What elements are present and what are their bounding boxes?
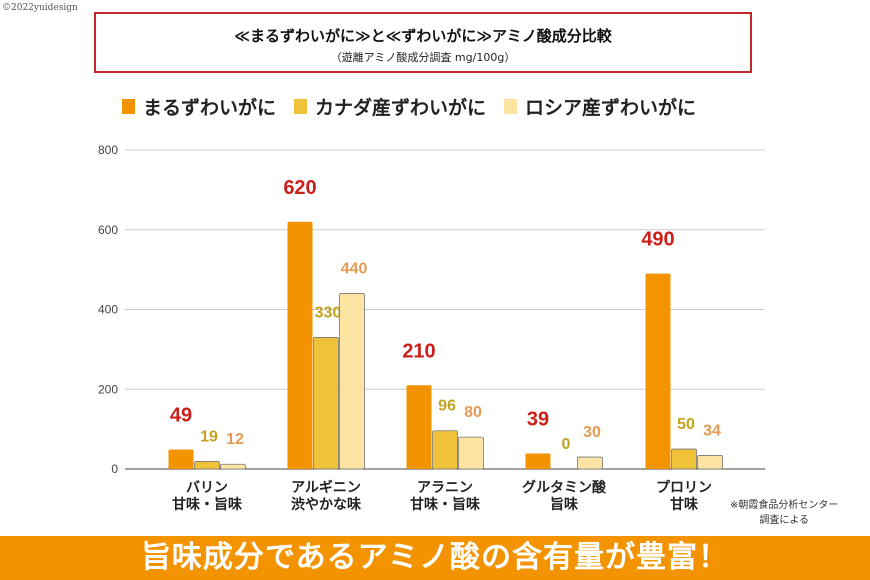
bar bbox=[194, 461, 220, 470]
bar bbox=[339, 293, 365, 470]
bar bbox=[432, 430, 458, 470]
bar bbox=[645, 273, 671, 469]
data-label: 490 bbox=[641, 229, 674, 251]
bar bbox=[168, 449, 194, 469]
data-label: 34 bbox=[703, 422, 721, 439]
x-tick-label: グルタミン酸 bbox=[522, 479, 607, 496]
data-label: 12 bbox=[226, 431, 244, 448]
note-line: ※朝霞食品分析センター bbox=[730, 500, 839, 511]
bar bbox=[313, 337, 339, 470]
y-tick-label: 600 bbox=[98, 223, 118, 237]
data-label: 50 bbox=[677, 416, 695, 433]
bar bbox=[406, 385, 432, 469]
x-tick-label: バリン bbox=[186, 480, 228, 496]
x-tick-label: プロリン bbox=[656, 480, 712, 496]
chart-title: ≪まるずわいがに≫と≪ずわいがに≫アミノ酸成分比較 bbox=[234, 27, 612, 45]
y-tick-label: 400 bbox=[98, 303, 118, 317]
source-note: ※朝霞食品分析センター 調査による bbox=[730, 498, 838, 528]
legend-swatch bbox=[294, 99, 308, 114]
legend-item: カナダ産ずわいがに bbox=[294, 93, 486, 120]
legend: まるずわいがに カナダ産ずわいがに ロシア産ずわいがに bbox=[122, 93, 696, 120]
data-label: 0 bbox=[562, 436, 571, 453]
data-label: 330 bbox=[315, 304, 342, 321]
x-tick-label: 甘味・旨味 bbox=[172, 496, 242, 513]
x-tick-label: 甘味 bbox=[670, 496, 698, 513]
legend-swatch bbox=[504, 99, 518, 114]
x-tick-label: 渋やかな味 bbox=[291, 496, 361, 513]
bar bbox=[577, 456, 603, 470]
x-tick-label: アルギニン bbox=[291, 479, 361, 496]
y-tick-label: 800 bbox=[98, 143, 118, 157]
data-label: 620 bbox=[283, 177, 316, 199]
legend-label: カナダ産ずわいがに bbox=[315, 97, 487, 119]
bar bbox=[525, 453, 551, 469]
x-tick-label: 甘味・旨味 bbox=[410, 496, 480, 513]
legend-item: ロシア産ずわいがに bbox=[504, 93, 696, 120]
legend-swatch bbox=[122, 99, 135, 114]
y-tick-label: 200 bbox=[98, 382, 118, 396]
y-tick-label: 0 bbox=[111, 462, 118, 476]
data-label: 96 bbox=[438, 398, 456, 415]
banner: 旨味成分であるアミノ酸の含有量が豊富！ bbox=[0, 536, 870, 580]
x-tick-label: アラニン bbox=[417, 480, 473, 496]
x-tick-label: 旨味 bbox=[550, 497, 578, 513]
data-label: 210 bbox=[402, 340, 435, 362]
data-label: 440 bbox=[341, 261, 368, 278]
bar bbox=[697, 455, 723, 470]
bar bbox=[220, 463, 246, 470]
bar bbox=[287, 221, 313, 469]
data-label: 49 bbox=[170, 404, 192, 426]
data-label: 39 bbox=[527, 408, 549, 430]
legend-item: まるずわいがに bbox=[122, 93, 276, 120]
title-box: ≪まるずわいがに≫と≪ずわいがに≫アミノ酸成分比較 （遊離アミノ酸成分調査 mg… bbox=[94, 12, 752, 73]
bar bbox=[458, 436, 484, 470]
chart-subtitle: （遊離アミノ酸成分調査 mg/100g） bbox=[330, 51, 516, 64]
data-label: 30 bbox=[583, 424, 601, 441]
legend-label: ロシア産ずわいがに bbox=[525, 97, 697, 119]
legend-label: まるずわいがに bbox=[143, 97, 277, 119]
data-label: 80 bbox=[464, 404, 482, 421]
bar bbox=[671, 448, 697, 470]
data-label: 19 bbox=[200, 428, 218, 445]
copyright: ©2022yuidesign bbox=[2, 3, 78, 13]
note-line: 調査による bbox=[759, 515, 810, 526]
